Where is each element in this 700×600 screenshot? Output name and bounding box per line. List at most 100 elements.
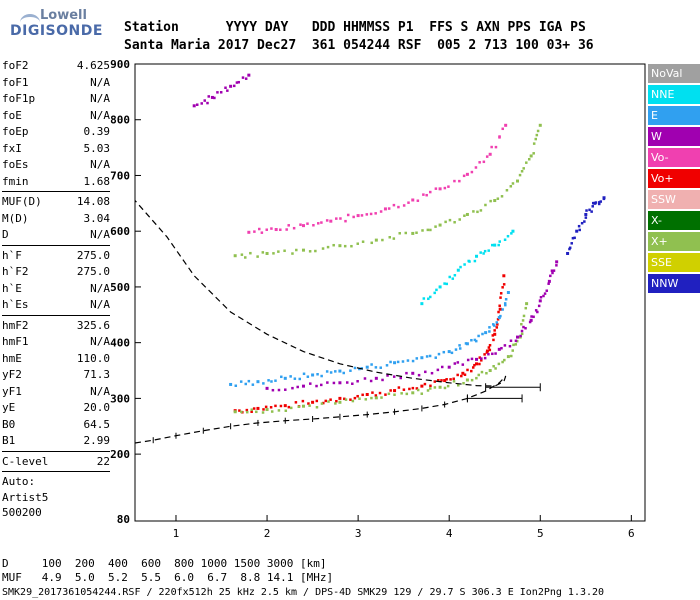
echo-point [420,392,424,395]
param-row-fof1: foF1 N/A [2,75,110,92]
echo-point [320,402,324,405]
header-labels: Station YYYY DAY DDD HHMMSS P1 FFS S AXN… [124,20,586,35]
echo-point [365,392,369,396]
echo-point [262,408,265,411]
echo-point [399,376,402,380]
echo-point [494,352,497,355]
echo-point [448,275,451,279]
param-row-clevel: C-level 22 [2,454,110,471]
echo-point [457,384,460,387]
echo-point [408,387,411,391]
echo-point [406,359,410,362]
param-name: yF1 [2,384,22,398]
logo-text-digisonde: DIGISONDE [10,23,103,39]
param-value: 275.0 [76,265,110,278]
param-value: N/A [90,108,110,122]
echo-point [485,371,488,375]
y-tick-label: 500 [110,281,130,294]
echo-point [264,405,268,409]
echo-point [458,179,461,183]
echo-point [308,404,311,407]
echo-point [219,91,223,94]
echo-point [547,279,551,283]
echo-point [265,251,269,255]
echo-point [465,172,469,176]
param-row-md: M(D) 3.04 [2,211,110,228]
echo-point [381,238,384,242]
param-value: N/A [90,298,110,311]
echo-point [370,241,373,245]
echo-point [279,228,282,231]
echo-point [297,405,301,409]
echo-point [555,264,558,267]
echo-point [450,351,454,355]
echo-point [452,380,456,383]
echo-point [353,396,357,400]
echo-point [301,224,305,228]
param-name: C-level [2,454,49,468]
echo-point [291,386,294,390]
echo-point [405,392,409,396]
echo-point [420,356,424,360]
echo-point [326,245,330,249]
echo-point [503,344,507,347]
echo-point [500,346,503,350]
echo-point [446,384,450,388]
echo-point [488,152,492,156]
echo-point [338,244,342,248]
param-value: N/A [90,281,110,295]
echo-point [502,274,506,278]
echo-point [381,378,384,382]
echo-point [402,204,406,207]
echo-point [344,219,347,223]
echo-point [261,251,265,254]
echo-point [289,375,292,378]
echo-point [538,299,542,303]
echo-point [480,370,484,374]
autoscaling-line3: 500200 [2,506,42,519]
echo-point [244,77,248,80]
echo-point [311,373,315,377]
echo-point [411,359,415,363]
echo-point [317,222,320,225]
echo-point [570,242,573,245]
echo-point [588,208,591,212]
echo-point [417,373,421,377]
echo-point [522,325,525,329]
echo-point [349,398,352,401]
echo-point [591,201,595,205]
echo-point [393,361,397,365]
echo-point [338,400,342,404]
echo-point [429,295,432,299]
echo-point [460,374,463,378]
echo-point [283,376,287,380]
param-row-fof2: foF2 4.625 [2,58,110,75]
echo-point [274,228,278,232]
echo-point [447,350,451,354]
echo-point [518,173,522,177]
echo-point [498,135,501,138]
echo-point [584,216,588,219]
echo-point [389,389,392,392]
param-value: N/A [90,158,110,171]
echo-point [269,406,273,409]
echo-point [491,352,494,356]
echo-point [433,291,436,295]
echo-point [343,244,347,248]
echo-point [294,401,298,404]
echo-point [386,374,389,377]
echo-point [472,210,475,213]
echo-point [260,231,264,234]
param-name: hmE [2,351,22,365]
echo-point [265,228,268,231]
echo-point [398,232,401,235]
echo-point [537,304,541,308]
x-tick-label: 4 [446,527,453,540]
param-row-fof1p: foF1p N/A [2,91,110,108]
echo-point [522,167,525,170]
polarization-legend: NoVal NNE E W Vo- Vo+ SSW X- X+ SSE NNW [648,64,700,295]
echo-point [494,367,497,370]
echo-point [497,243,500,247]
echo-point [411,371,415,375]
echo-point [235,81,239,84]
